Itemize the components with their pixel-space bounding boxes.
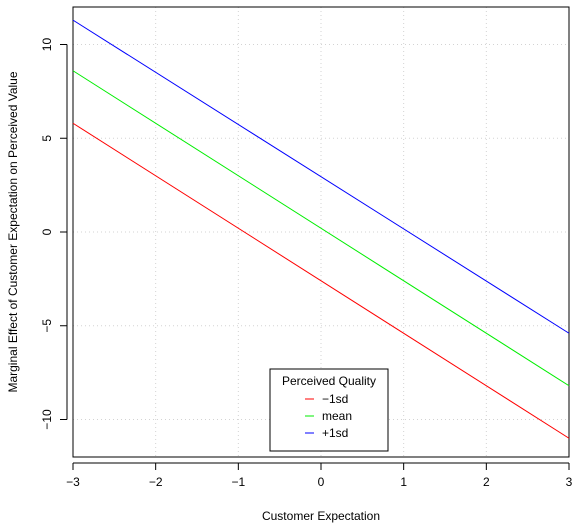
y-tick-label: −10 [40, 409, 54, 430]
x-tick-label: 1 [400, 475, 407, 489]
y-tick-label: 10 [40, 38, 54, 52]
plot-frame [72, 6, 570, 458]
series-lines [72, 19, 570, 439]
y-tick-label: −5 [40, 319, 54, 333]
legend-title: Perceived Quality [282, 374, 376, 388]
series-line-1 [72, 122, 570, 439]
y-axis: −10 −5 0 5 10 [40, 38, 68, 430]
x-tick-label: −3 [66, 475, 80, 489]
series-line-2 [72, 70, 570, 387]
series-line-3 [72, 19, 570, 334]
x-axis-title: Customer Expectation [262, 509, 380, 523]
legend-label: −1sd [322, 392, 348, 406]
legend-items: −1sd mean +1sd [305, 392, 352, 440]
x-tick-label: −2 [149, 475, 163, 489]
x-tick-label: 2 [483, 475, 490, 489]
legend-label: mean [322, 409, 352, 423]
y-tick-label: 0 [40, 228, 54, 235]
x-tick-label: −1 [231, 475, 245, 489]
legend: Perceived Quality −1sd mean +1sd [269, 368, 389, 452]
y-axis-title: Marginal Effect of Customer Expectation … [6, 71, 20, 392]
x-axis: −3 −2 −1 0 1 2 3 [66, 462, 572, 489]
x-tick-label: 3 [566, 475, 572, 489]
legend-label: +1sd [322, 426, 348, 440]
y-tick-label: 5 [40, 135, 54, 142]
legend-box [269, 368, 389, 452]
x-tick-label: 0 [318, 475, 325, 489]
